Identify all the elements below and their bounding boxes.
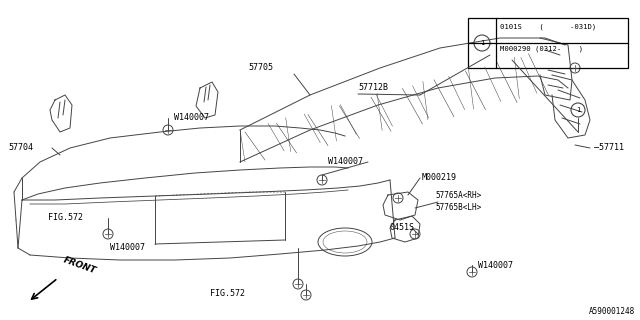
Text: 57765B<LH>: 57765B<LH> — [435, 204, 481, 212]
Text: 1: 1 — [576, 107, 580, 113]
Text: 57712B: 57712B — [358, 84, 388, 92]
Text: 57704: 57704 — [8, 143, 33, 153]
Text: 0451S: 0451S — [390, 223, 415, 233]
Text: FIG.572: FIG.572 — [210, 290, 245, 299]
Text: FIG.572: FIG.572 — [48, 213, 83, 222]
Text: 57705: 57705 — [248, 63, 273, 73]
Text: –57711: –57711 — [594, 143, 624, 153]
Text: W140007: W140007 — [328, 157, 363, 166]
Bar — [468, 18, 628, 68]
Text: W140007: W140007 — [478, 261, 513, 270]
Text: M000290 (0312-    ): M000290 (0312- ) — [500, 46, 583, 52]
Text: W140007: W140007 — [110, 244, 145, 252]
Text: 1: 1 — [480, 40, 484, 46]
Text: M000219: M000219 — [422, 173, 457, 182]
Text: 0101S    (      -031D): 0101S ( -031D) — [500, 23, 596, 29]
Text: W140007: W140007 — [174, 114, 209, 123]
Text: 57765A<RH>: 57765A<RH> — [435, 191, 481, 201]
Text: A590001248: A590001248 — [589, 307, 635, 316]
Text: FRONT: FRONT — [62, 256, 97, 276]
